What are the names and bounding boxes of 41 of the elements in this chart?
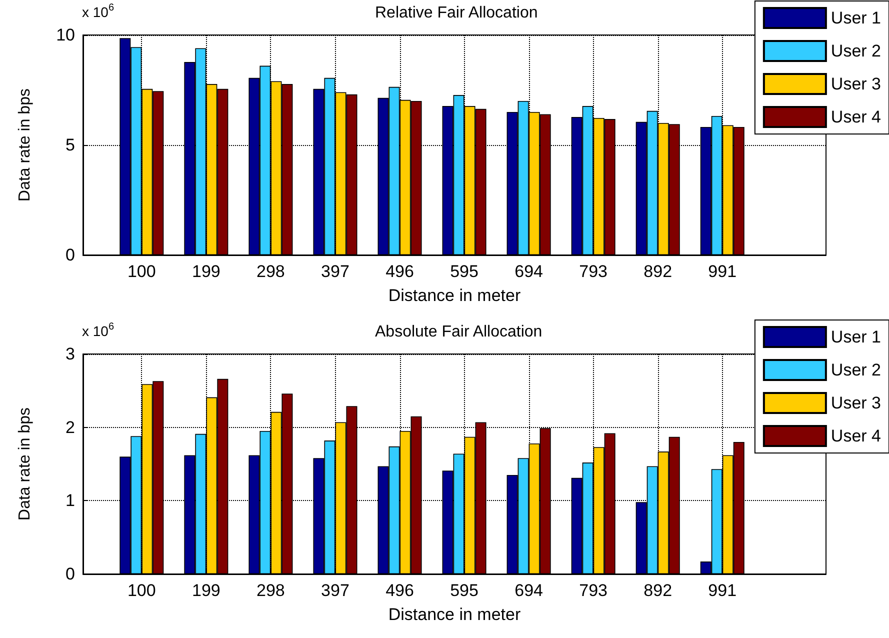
chart-title: Absolute Fair Allocation [375,324,542,340]
x-tick-label: 199 [192,262,220,281]
x-tick-label: 496 [386,581,414,600]
x-tick-label: 892 [644,262,672,281]
legend-label: User 2 [830,360,882,380]
x-tick-label: 298 [256,581,285,600]
y-tick-label: 0 [66,246,75,264]
legend-label: User 4 [830,426,882,446]
x-tick-label: 397 [321,262,350,281]
legend-label: User 3 [830,394,882,412]
x-tick-label: 793 [579,581,608,600]
y-tick-label: 0 [66,564,75,584]
x-tick-label: 991 [708,262,737,281]
x-tick-label: 397 [321,581,350,600]
x-tick-label: 199 [192,581,220,600]
x-tick-label: 892 [644,581,672,600]
x-tick-label: 100 [127,262,156,281]
y-tick-label: 10 [56,26,75,44]
legend-label: User 4 [830,108,882,126]
legend-label: User 1 [830,328,882,346]
chart-title: Relative Fair Allocation [375,4,538,22]
legend-label: User 3 [830,74,882,94]
x-axis-title: Distance in meter [388,286,521,305]
legend-label: User 1 [830,8,882,28]
x-tick-label: 793 [579,262,608,281]
y-axis-title: Data rate in bps [16,408,34,520]
x-axis-title: Distance in meter [388,605,521,624]
x-tick-label: 100 [127,581,156,600]
legend-label: User 2 [830,42,882,60]
y-tick-label: 2 [66,418,75,437]
x-tick-label: 595 [450,581,478,600]
x-tick-label: 298 [256,262,285,281]
x-tick-label: 496 [386,262,414,281]
x-tick-label: 595 [450,262,478,281]
y-tick-label: 1 [66,491,75,510]
x-tick-label: 694 [514,581,543,600]
x-tick-label: 694 [514,262,543,281]
y-tick-label: 5 [66,136,75,154]
y-axis-title: Data rate in bps [16,88,34,202]
y-tick-label: 3 [66,344,75,364]
x-tick-label: 991 [708,581,737,600]
